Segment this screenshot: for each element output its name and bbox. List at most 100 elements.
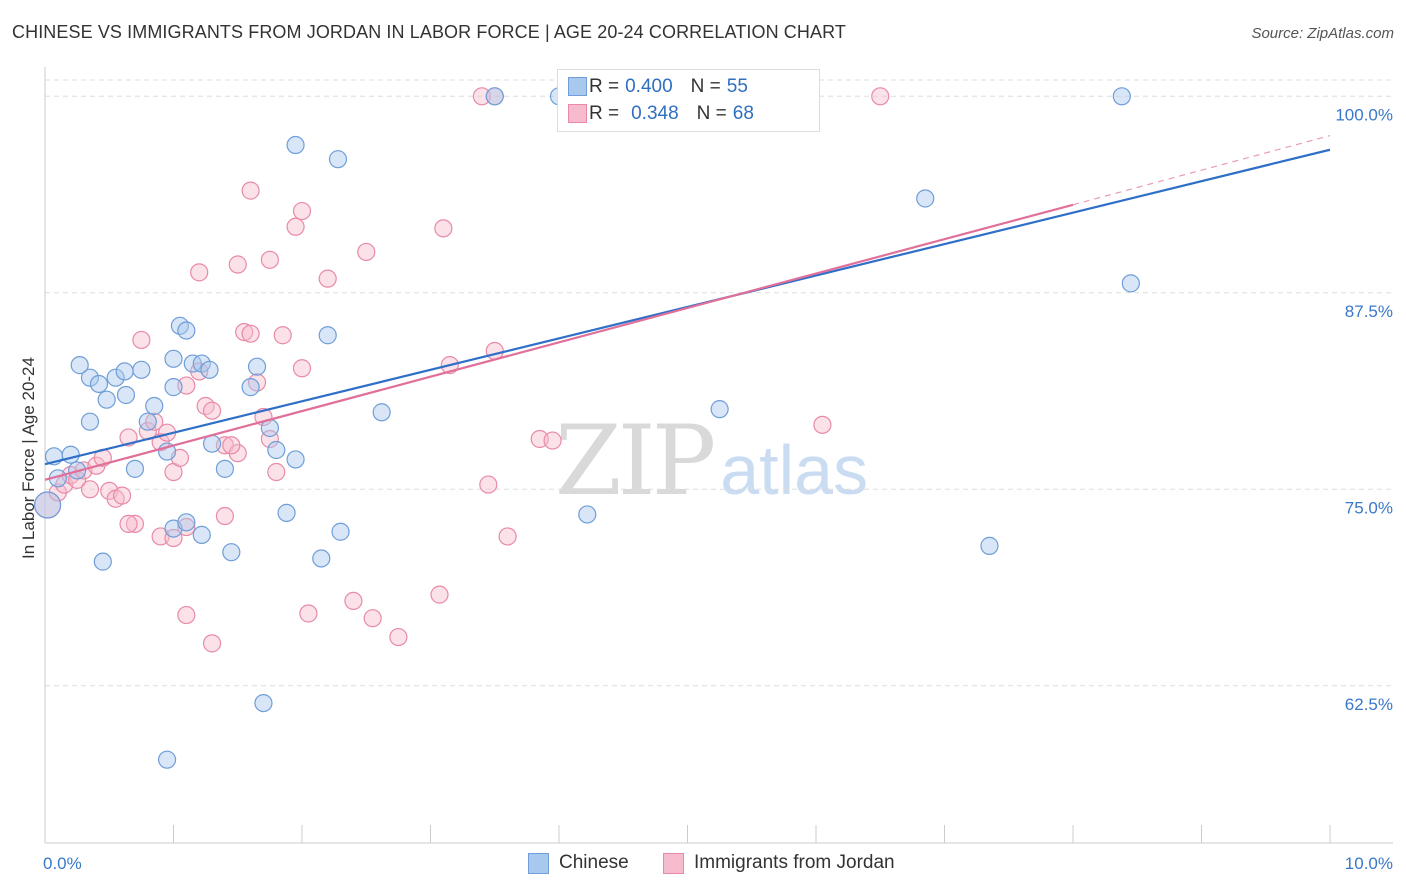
chinese-point [241,378,260,397]
legend-n-label: N = [696,103,727,124]
jordan-point [430,585,449,604]
bottom-swatch-jordan [663,852,684,874]
bottom-legend-chinese: Chinese [528,852,629,874]
jordan-point [112,486,132,505]
chinese-point [89,374,109,394]
chinese-point [132,360,151,379]
jordan-point [318,269,337,288]
chinese-point [1121,274,1140,293]
jordan-point [344,591,363,611]
legend-r-value: 0.400 [625,76,673,97]
jordan-point [190,263,209,282]
chinese-point [192,525,211,544]
legend-swatch-chinese [568,77,587,96]
chinese-point [247,357,267,376]
legend-row-chinese: R = 0.400 N = 55 [568,74,748,100]
chinese-points-layer [33,87,1140,769]
chinese-point [177,513,196,532]
jordan-point [235,323,254,342]
chinese-point [916,189,935,208]
jordan-point [241,181,260,200]
jordan-point [498,527,517,546]
jordan-point [228,255,247,274]
jordan-trend-extension [1072,135,1331,206]
chinese-point [145,396,164,416]
chinese-point [164,378,183,397]
jordan-point [119,514,138,533]
y-tick-label: 75.0% [1345,498,1393,517]
bottom-legend-jordan: Immigrants from Jordan [663,852,895,874]
jordan-point [292,201,312,221]
chinese-point [578,505,597,524]
label-layer: 62.5% 75.0% 87.5% 100.0% 0.0% 10.0% In Labor F… [19,105,1393,873]
jordan-point [215,506,234,526]
chinese-point [254,693,273,713]
y-tick-label: 62.5% [1345,695,1393,714]
jordan-point [434,219,453,238]
chinese-point [1112,87,1131,106]
x-tick-label: 0.0% [43,854,82,873]
jordan-point [202,634,222,653]
chinese-point [200,360,219,379]
jordan-point [241,324,260,343]
chinese-point [157,750,177,769]
jordan-trend-line [44,203,1074,481]
chinese-point [980,536,999,555]
jordan-point [357,242,376,262]
chinese-point [372,403,391,422]
chinese-point [80,368,100,387]
chinese-point [222,543,241,562]
jordan-point [267,462,286,482]
chinese-point [61,445,80,464]
trend-layer [44,135,1331,481]
chinese-point [312,549,331,568]
bottom-swatch-chinese [528,852,549,874]
chinese-point [138,412,157,431]
legend-r-label: R = [589,76,620,97]
chinese-point [116,385,136,405]
jordan-point [260,250,279,269]
chinese-point [164,349,183,368]
chinese-point [286,450,305,469]
legend-n-value: 55 [726,76,748,97]
jordan-point [543,431,562,450]
y-axis-title: In Labor Force | Age 20-24 [19,357,38,559]
legend-n-label: N = [690,76,721,97]
chinese-point [97,390,116,409]
jordan-point [286,217,305,236]
x-tick-label: 10.0% [1345,854,1393,873]
legend-r-value: 0.348 [631,103,679,124]
chinese-point [115,362,134,381]
jordan-point [389,627,408,647]
jordan-point [363,609,382,628]
correlation-legend: R = 0.400 N = 55 R = 0.348 N = 68 [557,69,820,132]
jordan-point [299,604,318,623]
bottom-legend-label: Immigrants from Jordan [694,852,895,873]
jordan-point [292,359,312,378]
jordan-point [871,87,890,106]
chinese-point [710,400,729,419]
jordan-point [145,412,164,431]
chinese-point [33,491,62,519]
legend-swatch-jordan [568,104,587,123]
jordan-point [273,326,292,345]
jordan-point [479,475,498,494]
jordan-point [813,415,832,434]
chinese-point [93,552,112,571]
jordan-point [472,87,491,106]
chinese-point [177,321,196,340]
source-label: Source: ZipAtlas.com [1251,25,1394,42]
jordan-point [125,514,145,533]
jordan-point [222,436,241,455]
chinese-point [125,459,145,478]
chinese-point [328,150,348,169]
chinese-point [267,440,286,460]
chinese-point [331,522,350,541]
chart-title: CHINESE VS IMMIGRANTS FROM JORDAN IN LAB… [12,22,846,42]
legend-r-label: R = [589,103,620,124]
chinese-point [106,368,125,387]
legend-row-jordan: R = 0.348 N = 68 [568,101,754,127]
chinese-point [215,459,234,478]
jordan-point [202,401,222,420]
